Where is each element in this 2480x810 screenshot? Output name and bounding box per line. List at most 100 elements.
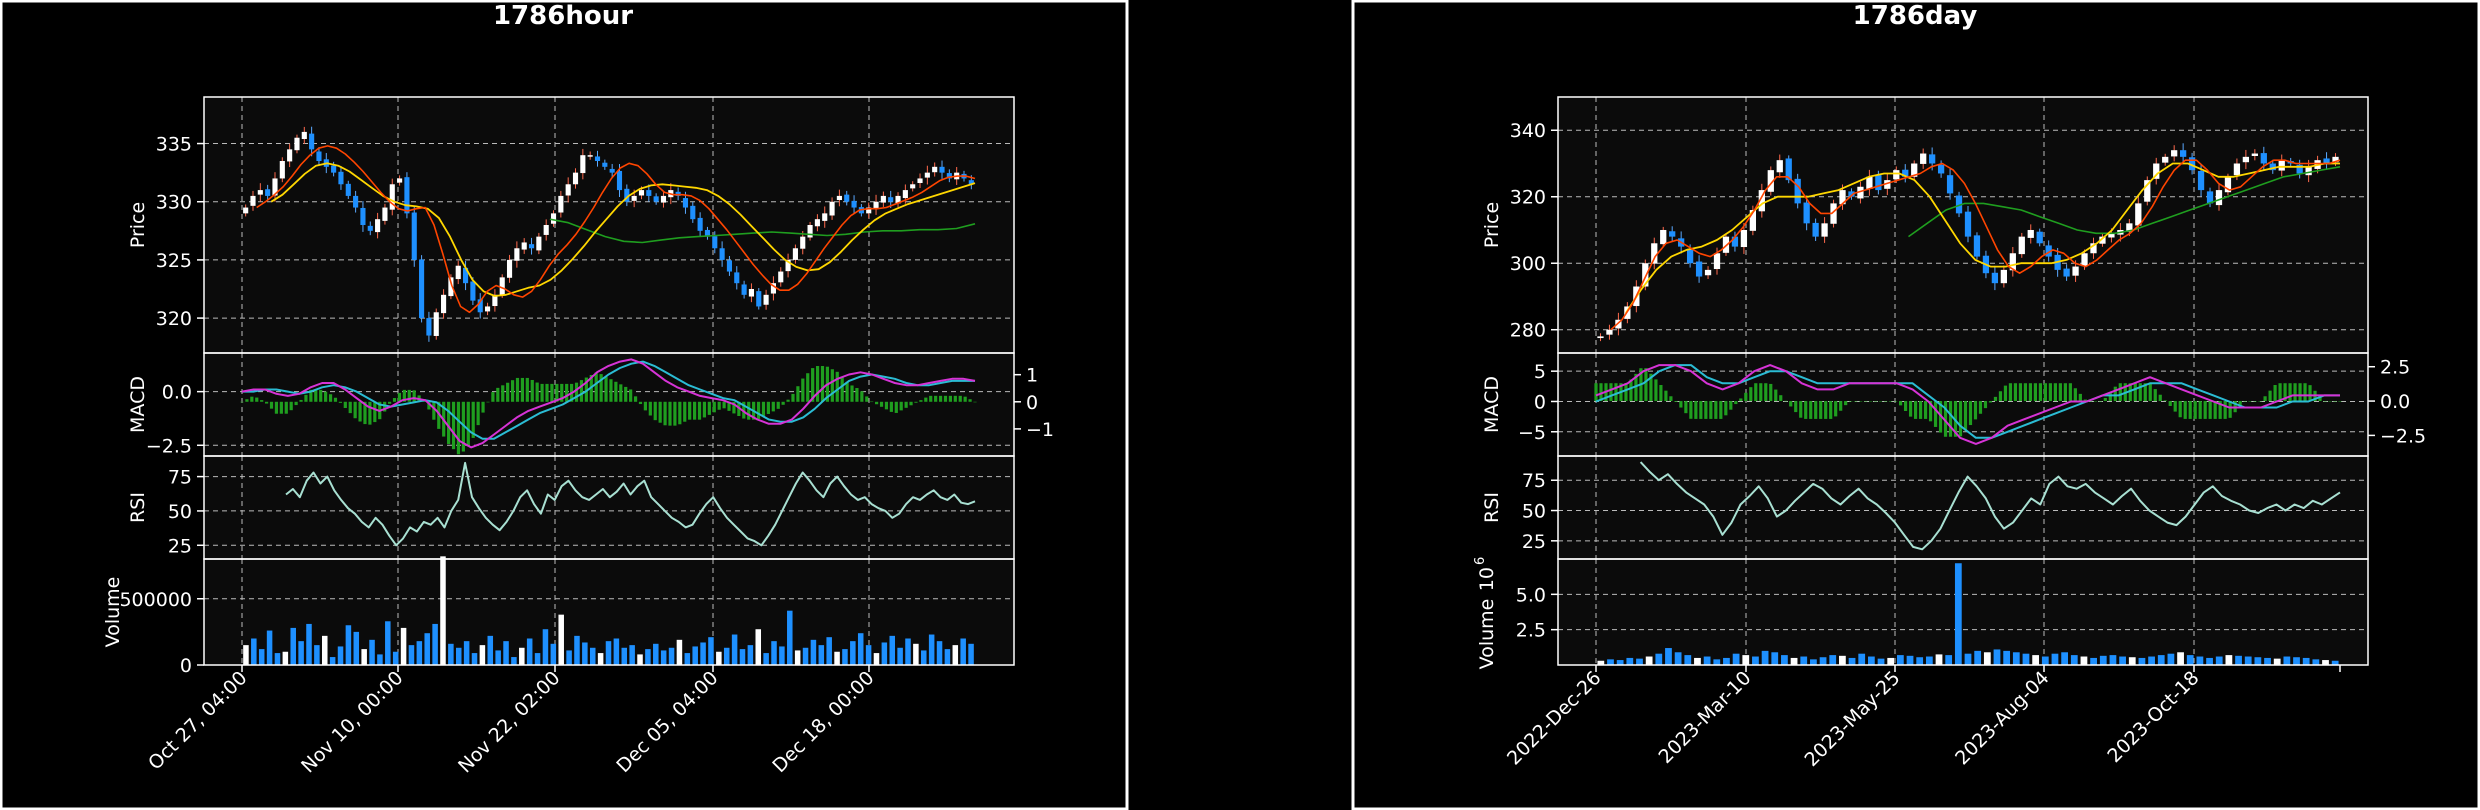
- volume-bar: [2283, 656, 2291, 665]
- volume-bar: [1867, 656, 1875, 665]
- macd-hist-bar: [1948, 401, 1953, 437]
- volume-bar: [329, 657, 336, 665]
- volume-bar: [936, 641, 943, 665]
- volume-bar: [353, 631, 360, 665]
- volume-bar: [850, 641, 856, 665]
- candle-body: [2251, 153, 2258, 156]
- macd-hist-bar: [1869, 401, 1873, 402]
- sma-long-line: [549, 218, 976, 244]
- macd-hist-bar: [2113, 386, 2117, 402]
- candle-body: [2188, 157, 2196, 171]
- macd-hist-bar: [348, 401, 352, 414]
- candle-body: [345, 183, 351, 196]
- candle-body: [866, 207, 872, 214]
- rsi-tick-label: 75: [1522, 470, 1546, 492]
- volume-bar: [1906, 655, 1914, 665]
- volume-bar: [424, 633, 430, 665]
- volume-bar: [2003, 650, 2011, 665]
- volume-bar: [2080, 656, 2088, 665]
- candle-body: [939, 166, 945, 173]
- candle-body: [448, 277, 454, 297]
- macd-hist-bar: [1839, 401, 1843, 411]
- candle-body: [924, 172, 930, 178]
- volume-bar: [763, 653, 769, 665]
- volume-bar: [952, 645, 959, 665]
- macd-hist-bar: [2298, 383, 2302, 402]
- macd-hist-bar: [2303, 383, 2307, 402]
- macd-hist-bar: [1903, 401, 1908, 412]
- macd-hist-bar: [304, 394, 308, 402]
- candle-body: [1803, 202, 1810, 224]
- macd-hist-bar: [427, 401, 431, 410]
- candle-body: [536, 236, 542, 251]
- volume-bar: [1684, 655, 1692, 665]
- macd-hist-bar: [1928, 401, 1933, 422]
- macd-hist-bar: [899, 401, 903, 411]
- volume-bar: [1974, 650, 1982, 665]
- candle-body: [397, 178, 403, 183]
- chart-title: 1786day: [1853, 1, 1978, 31]
- macd-hist-bar: [658, 401, 662, 423]
- candle-body: [873, 201, 879, 208]
- macd-hist-bar: [515, 377, 520, 402]
- candle-body: [1839, 190, 1846, 205]
- volume-bar: [905, 638, 911, 665]
- candle-body: [528, 244, 535, 249]
- macd-hist-bar: [2133, 383, 2137, 402]
- macd-hist-bar: [1629, 379, 1633, 402]
- macd-hist-bar: [761, 401, 766, 417]
- macd-hist-bar: [2008, 383, 2013, 402]
- volume-bar: [889, 635, 896, 665]
- candle-body: [338, 171, 344, 185]
- macd-hist-bar: [481, 401, 485, 413]
- macd-hist-bar: [1689, 401, 1693, 419]
- volume-bar: [526, 638, 533, 665]
- macd-hist-bar: [2283, 383, 2287, 402]
- volume-bar: [2254, 657, 2262, 665]
- volume-bar: [668, 647, 675, 665]
- candle-body: [389, 184, 395, 210]
- volume-bar: [369, 639, 375, 665]
- candle-body: [616, 170, 623, 191]
- macd-hist-bar: [2218, 401, 2222, 419]
- candle-body: [565, 184, 571, 196]
- volume-bar: [1916, 657, 1924, 665]
- volume-bar: [1790, 657, 1798, 665]
- macd-axis-label: MACD: [1481, 376, 1503, 433]
- macd-hist-bar: [875, 401, 879, 405]
- macd-hist-bar: [845, 381, 849, 402]
- macd-hist-bar: [889, 401, 893, 412]
- volume-bar: [550, 643, 557, 665]
- macd-hist-bar: [1814, 401, 1818, 419]
- candle-body: [279, 161, 285, 179]
- macd-hist-bar: [496, 387, 500, 402]
- volume-bar: [321, 635, 328, 665]
- macd-hist-bar: [786, 399, 790, 402]
- candle-body: [1758, 190, 1765, 212]
- volume-bar: [251, 638, 257, 665]
- macd-hist-bar: [2293, 383, 2297, 402]
- macd-tick-label-right: −2.5: [2380, 425, 2426, 447]
- volume-bar: [1761, 650, 1769, 665]
- candle-body: [697, 217, 703, 231]
- candle-body: [1704, 269, 1712, 276]
- macd-hist-bar: [1993, 396, 1998, 402]
- macd-hist-bar: [1654, 379, 1658, 402]
- rsi-tick-label: 25: [168, 535, 192, 557]
- macd-hist-bar: [2193, 401, 2197, 419]
- volume-bar: [1771, 652, 1779, 665]
- macd-hist-bar: [2128, 383, 2132, 402]
- macd-hist-bar: [2328, 401, 2332, 402]
- macd-hist-bar: [1594, 383, 1598, 402]
- macd-hist-bar: [1744, 392, 1748, 402]
- macd-hist-bar: [599, 374, 603, 402]
- macd-hist-bar: [1874, 401, 1878, 402]
- candle-body: [2063, 268, 2070, 277]
- candle-body: [301, 131, 307, 140]
- volume-bar: [558, 614, 564, 665]
- macd-hist-bar: [1694, 401, 1698, 419]
- volume-bar: [2206, 657, 2213, 665]
- macd-hist-bar: [884, 401, 889, 410]
- price-panel-bg: [1558, 97, 2368, 353]
- volume-bar: [787, 610, 793, 665]
